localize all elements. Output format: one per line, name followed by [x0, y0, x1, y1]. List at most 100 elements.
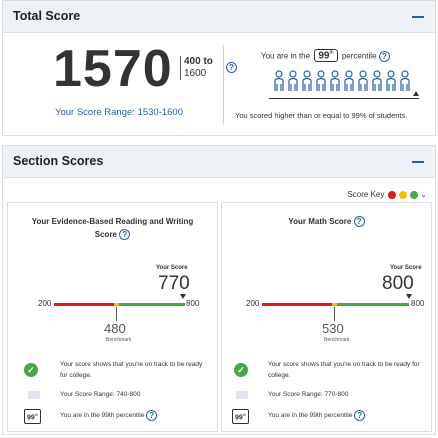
benchmark-label: Benchmark — [106, 337, 132, 343]
bar-min-label: 200 — [38, 299, 52, 308]
math-percentile-help-icon[interactable] — [354, 410, 366, 421]
percentile-prefix: You are in the — [261, 51, 311, 61]
bar-red-segment — [54, 303, 114, 306]
bar-green-segment — [119, 303, 185, 306]
divider — [223, 45, 224, 125]
percentile-suffix: percentile — [341, 51, 377, 61]
score-max-range: 400 to 1600 — [180, 56, 213, 80]
reading-writing-title: Your Evidence-Based Reading and Writing … — [8, 215, 217, 241]
reading-writing-range: Your Score Range: 740-800 — [60, 391, 141, 398]
percentile-help-icon[interactable] — [378, 50, 390, 62]
reading-writing-benchmark: 480 — [104, 321, 126, 336]
bar-green-segment — [337, 303, 409, 306]
reading-writing-percentile-badge: 99th — [24, 409, 42, 425]
person-head — [373, 70, 381, 78]
total-score-header[interactable]: Total Score — [3, 1, 435, 33]
collapse-total-button[interactable] — [411, 9, 425, 23]
math-badge-suffix: th — [242, 412, 247, 417]
check-icon: ✓ — [24, 363, 38, 377]
person-body — [400, 77, 410, 91]
percentile-badge: 99th — [314, 49, 338, 63]
rw-badge-suffix: th — [34, 412, 39, 417]
bar-red-segment — [262, 303, 332, 306]
section-scores-panel: Section Scores Score Key ⌄ Your Evidence… — [2, 145, 436, 435]
person-body — [274, 77, 284, 91]
total-score-range: Your Score Range: 1530-1600 — [55, 107, 183, 118]
reading-writing-score: 770 — [158, 273, 190, 294]
bar-yellow-segment — [114, 303, 119, 306]
score-max-value: 1600 — [184, 68, 207, 79]
range-swatch — [236, 391, 248, 399]
person-body — [288, 77, 298, 91]
reading-writing-message: Your score shows that you're on track to… — [60, 361, 203, 379]
total-score-title: Total Score — [13, 9, 81, 23]
person-head — [359, 70, 367, 78]
person-body — [372, 77, 382, 91]
total-score-value: 1570 — [53, 40, 173, 98]
person-head — [387, 70, 395, 78]
math-benchmark: 530 — [322, 321, 344, 336]
score-key-label: Score Key — [347, 190, 385, 199]
collapse-sections-button[interactable] — [411, 154, 425, 168]
person-head — [275, 70, 283, 78]
reading-writing-title-text: Your Evidence-Based Reading and Writing … — [31, 217, 194, 239]
total-score-help-icon[interactable] — [226, 62, 237, 73]
percentile-baseline — [269, 98, 419, 99]
chevron-down-icon[interactable]: ⌄ — [420, 190, 427, 199]
benchmark-label: Benchmark — [324, 337, 350, 343]
total-percentile-line: You are in the 99th percentile — [261, 49, 390, 63]
reading-writing-card: Your Evidence-Based Reading and Writing … — [7, 202, 218, 432]
score-max-prefix: 400 to — [184, 56, 213, 67]
person-head — [289, 70, 297, 78]
person-body — [330, 77, 340, 91]
check-icon: ✓ — [234, 363, 248, 377]
rw-percentile-help-icon[interactable] — [146, 410, 158, 421]
math-card: Your Math Score Your Score 800 200 800 5… — [221, 202, 432, 432]
range-swatch — [28, 391, 40, 399]
math-percentile-text: You are in the 99th percentile — [268, 412, 353, 420]
math-percentile-badge: 99th — [232, 409, 250, 425]
percentile-people-icon — [274, 70, 419, 96]
percentile-badge-value: 99 — [318, 50, 330, 62]
person-body — [358, 77, 368, 91]
math-message: Your score shows that you're on track to… — [268, 361, 420, 379]
section-scores-title: Section Scores — [13, 154, 104, 168]
person-head — [317, 70, 325, 78]
key-red-dot — [387, 190, 396, 199]
person-body — [302, 77, 312, 91]
math-badge-value: 99 — [235, 414, 243, 422]
score-key[interactable]: Score Key ⌄ — [347, 190, 427, 199]
rw-badge-value: 99 — [27, 414, 35, 422]
math-score: 800 — [382, 273, 414, 294]
person-head — [331, 70, 339, 78]
bar-max-label: 800 — [186, 299, 200, 308]
rw-percentile-text: You are in the 99th percentile — [60, 412, 145, 420]
bar-max-label: 800 — [411, 299, 425, 308]
person-body — [344, 77, 354, 91]
score-pointer — [180, 294, 186, 299]
percentile-badge-suffix: th — [329, 50, 334, 56]
key-green-dot — [410, 190, 419, 199]
math-range: Your Score Range: 770-800 — [268, 391, 349, 398]
benchmark-line — [334, 307, 335, 321]
math-title-text: Your Math Score — [288, 217, 352, 226]
key-yellow-dot — [398, 190, 407, 199]
score-pointer — [406, 294, 412, 299]
section-scores-header[interactable]: Section Scores — [3, 146, 435, 178]
percentile-caption: You scored higher than or equal to 99% o… — [235, 111, 408, 120]
person-head — [401, 70, 409, 78]
total-score-panel: Total Score 1570 400 to 1600 Your Score … — [2, 0, 436, 136]
reading-writing-percentile: You are in the 99th percentile — [60, 410, 158, 421]
benchmark-line — [116, 307, 117, 321]
person-body — [386, 77, 396, 91]
your-score-label: Your Score — [390, 265, 422, 271]
math-help-icon[interactable] — [353, 216, 365, 228]
person-body — [316, 77, 326, 91]
your-score-label: Your Score — [156, 265, 188, 271]
math-percentile: You are in the 99th percentile — [268, 410, 366, 421]
math-title: Your Math Score — [222, 215, 431, 228]
reading-writing-help-icon[interactable] — [119, 229, 131, 241]
percentile-marker — [413, 91, 419, 96]
person-head — [345, 70, 353, 78]
bar-yellow-segment — [332, 303, 337, 306]
